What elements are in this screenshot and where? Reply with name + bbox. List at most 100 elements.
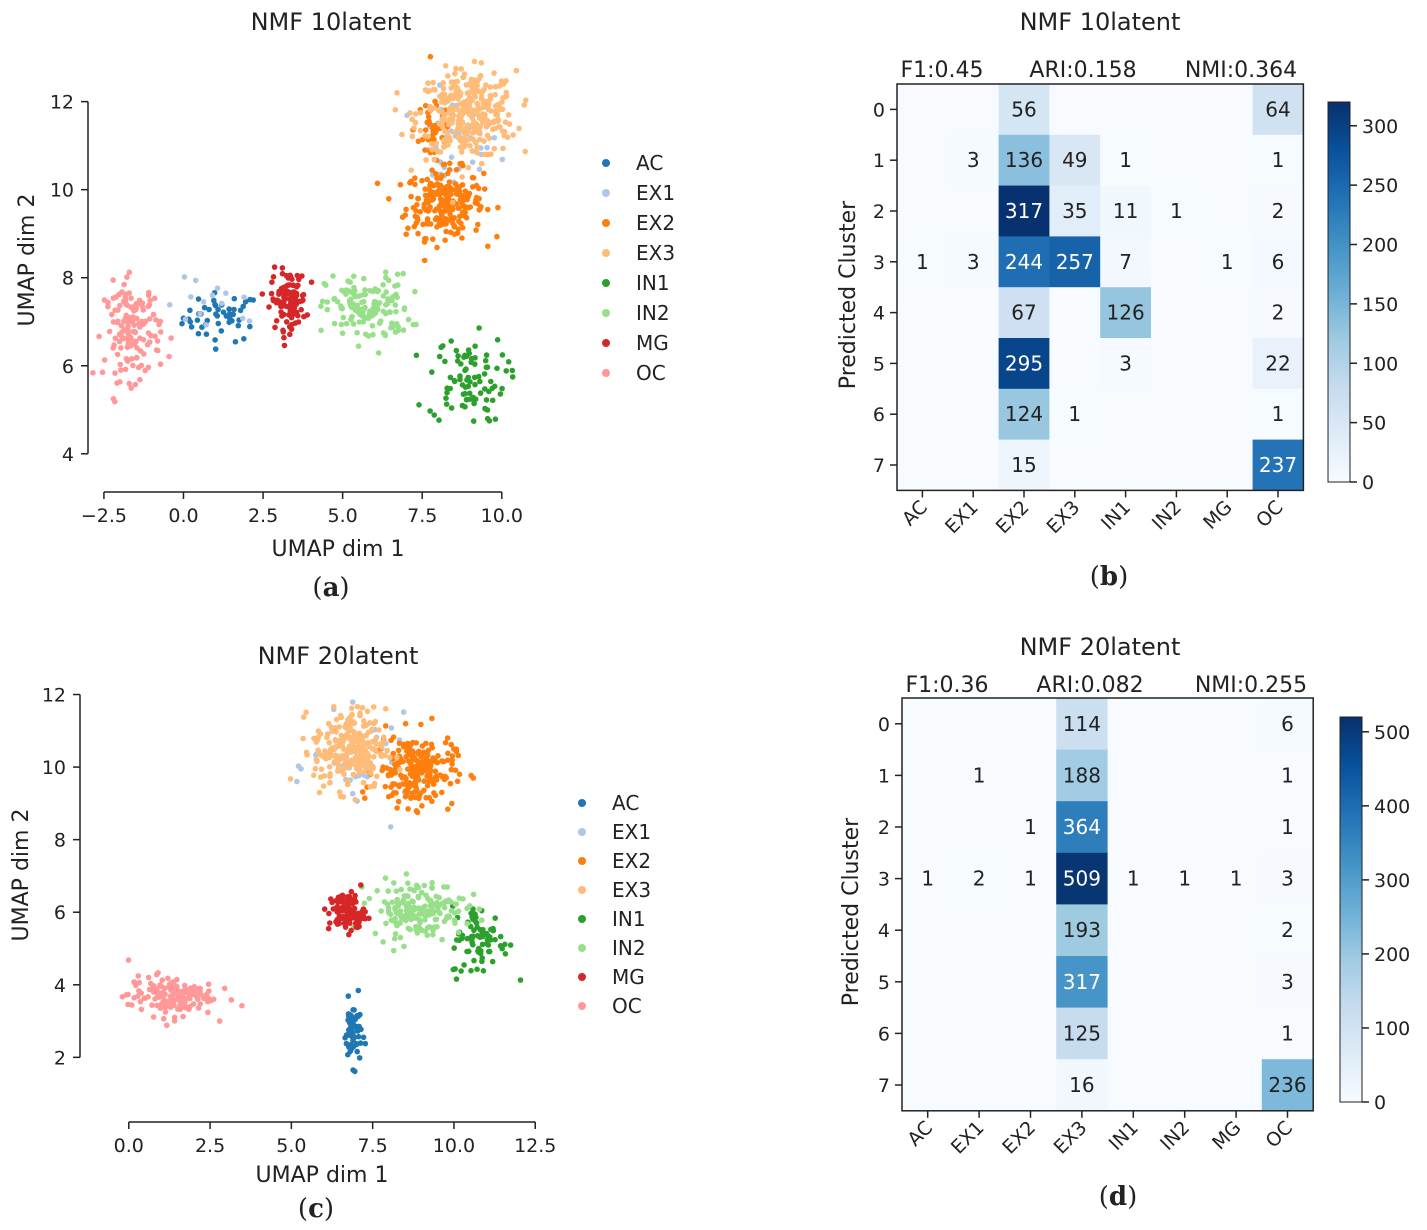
point-in1 (451, 377, 458, 384)
point-ex2 (446, 167, 453, 173)
point-ex2 (433, 215, 440, 221)
point-ex2 (434, 175, 440, 181)
heat-cell (902, 852, 954, 905)
point-ex3 (487, 84, 494, 90)
point-ex2 (431, 122, 438, 129)
colorbar-tick-label: 300 (1362, 116, 1398, 138)
heat-cell (1151, 338, 1203, 390)
heat-cell (1252, 185, 1304, 237)
point-mg (279, 313, 285, 319)
point-ex3 (433, 140, 440, 147)
point-oc (162, 1004, 169, 1010)
point-in2 (430, 931, 436, 938)
point-in1 (457, 373, 463, 379)
point-ex3 (500, 145, 506, 152)
heat-cell (1151, 439, 1203, 491)
point-in1 (484, 364, 491, 371)
point-in2 (339, 287, 345, 294)
point-mg (295, 319, 302, 325)
point-ex2 (396, 783, 402, 790)
point-in2 (350, 321, 357, 327)
point-in2 (362, 287, 368, 293)
point-in1 (459, 382, 466, 388)
heat-cell-label: 1 (1119, 148, 1132, 172)
point-ex2 (386, 196, 392, 202)
heat-cell-label: 317 (1063, 970, 1101, 994)
heat-cell (1261, 852, 1314, 905)
point-ex2 (459, 224, 466, 231)
point-ex3 (441, 91, 448, 98)
point-ex2 (424, 216, 431, 222)
point-oc (109, 311, 115, 318)
point-ac (355, 1013, 362, 1020)
point-ex2 (481, 170, 487, 177)
heat-cell (1004, 904, 1057, 957)
point-ex3 (333, 760, 339, 767)
point-in1 (444, 389, 450, 396)
point-in2 (318, 327, 324, 334)
point-ex2 (419, 803, 425, 809)
heat-cell-label: 3 (1281, 867, 1294, 891)
point-oc (105, 299, 111, 306)
heat-cell-label: 1 (1024, 815, 1037, 839)
point-ex3 (502, 119, 509, 125)
y-tick-label: 2 (54, 1047, 66, 1069)
point-mg (285, 275, 291, 281)
point-ex3 (451, 129, 458, 136)
point-ac (345, 1031, 352, 1037)
point-ex3 (451, 104, 458, 111)
heat-cell (1201, 287, 1254, 339)
point-in2 (392, 906, 399, 912)
point-ex3 (397, 766, 403, 773)
point-in2 (378, 908, 385, 914)
point-ex2 (454, 778, 461, 785)
heat-cell (1151, 236, 1203, 288)
point-mg (356, 923, 362, 930)
point-mg (328, 896, 334, 902)
point-ex2 (452, 767, 459, 773)
point-in1 (427, 408, 433, 414)
point-ex2 (449, 753, 456, 759)
point-ex2 (429, 715, 435, 722)
point-in2 (375, 350, 382, 356)
point-ac (241, 336, 247, 342)
point-oc (114, 351, 121, 358)
point-ex3 (384, 747, 391, 754)
legend-label-mg: MG (612, 965, 645, 989)
point-ex2 (425, 221, 431, 227)
legend-marker-ac (602, 159, 610, 167)
series-oc (119, 957, 245, 1029)
point-ex3 (417, 109, 424, 116)
panel-d-f1: F1:0.36 (905, 673, 988, 698)
point-in1 (502, 941, 508, 948)
point-ex2 (460, 162, 466, 169)
heat-cell (998, 236, 1050, 288)
point-ex2 (451, 231, 458, 237)
legend-label-in2: IN2 (612, 936, 646, 960)
point-ex2 (413, 220, 420, 226)
panel-d-title: NMF 20latent (1020, 633, 1181, 661)
x-tick-label: 5.0 (276, 1135, 306, 1157)
heat-x-label: AC (903, 1117, 937, 1151)
point-mg (342, 897, 348, 904)
heat-cell (1004, 698, 1057, 751)
point-in2 (343, 287, 350, 293)
point-ex3 (349, 748, 356, 755)
point-ex2 (362, 795, 368, 801)
point-in2 (433, 893, 440, 900)
heat-cell (998, 185, 1050, 237)
point-oc (150, 311, 157, 318)
point-ex3 (474, 82, 480, 89)
point-ex2 (430, 781, 437, 787)
point-ex3 (370, 704, 377, 710)
point-mg (281, 334, 287, 341)
point-ex3 (496, 83, 503, 89)
point-ex2 (412, 181, 418, 188)
point-ex2 (477, 205, 484, 212)
point-ex3 (513, 67, 520, 74)
heat-cell (1210, 1059, 1263, 1112)
point-ex3 (465, 104, 471, 110)
panel-a-ylabel: UMAP dim 2 (15, 194, 40, 327)
point-ex1 (192, 277, 199, 284)
point-ex2 (475, 185, 482, 192)
